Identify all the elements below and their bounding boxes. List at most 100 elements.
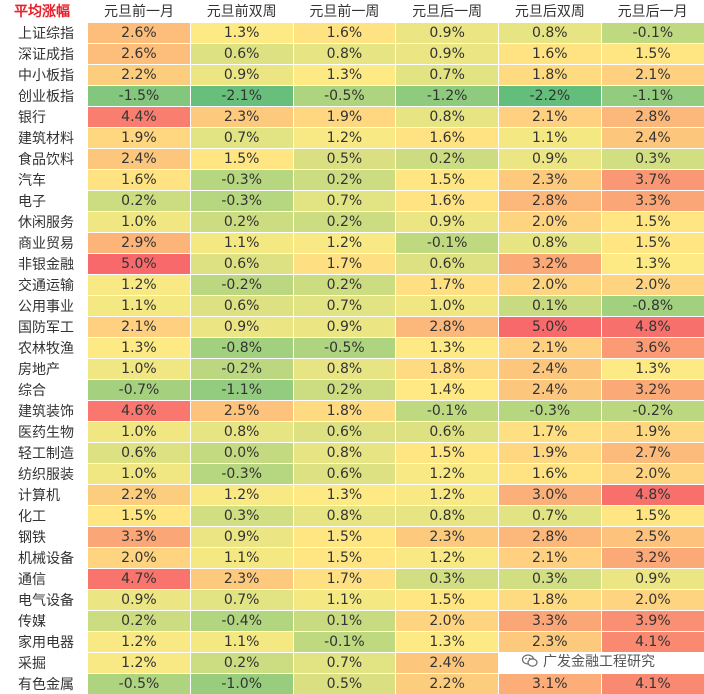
row-label: 通信	[0, 567, 88, 589]
row-label: 中小板指	[0, 63, 88, 85]
table-row: 电气设备 0.9% 0.7% 1.1% 1.5% 1.8% 2.0%	[0, 588, 704, 610]
table-row: 上证综指 2.6% 1.3% 1.6% 0.9% 0.8% -0.1%	[0, 21, 704, 43]
heatmap-cell: 1.1%	[497, 126, 602, 148]
heatmap-cell: -0.3%	[189, 168, 294, 190]
heatmap-cell: 1.6%	[87, 168, 191, 190]
heatmap-cell: 0.3%	[395, 567, 499, 589]
heatmap-cell: -0.1%	[395, 231, 499, 253]
heatmap-cell: 2.6%	[87, 21, 191, 43]
heatmap-cell: 0.9%	[189, 63, 294, 85]
heatmap-cell: 2.4%	[497, 357, 602, 379]
heatmap-cell: 1.3%	[292, 63, 396, 85]
row-label: 交通运输	[0, 273, 88, 295]
table-row: 有色金属 -0.5% -1.0% 0.5% 2.2% 3.1% 4.1%	[0, 672, 704, 694]
heatmap-cell: 3.3%	[600, 189, 704, 211]
row-label: 纺织服装	[0, 462, 88, 484]
heatmap-cell: 2.1%	[600, 63, 704, 85]
heatmap-cell: 0.9%	[497, 147, 602, 169]
heatmap-cell: 3.3%	[497, 609, 602, 631]
heatmap-cell: 0.5%	[292, 672, 396, 694]
heatmap-cell: 2.3%	[497, 630, 602, 652]
heatmap-cell: 2.2%	[395, 672, 499, 694]
heatmap-cell: 0.7%	[292, 651, 396, 673]
heatmap-cell: 0.0%	[189, 441, 294, 463]
heatmap-cell: -0.1%	[395, 399, 499, 421]
heatmap-cell: 1.7%	[497, 420, 602, 442]
heatmap-cell: 1.5%	[189, 147, 294, 169]
heatmap-cell: 0.6%	[292, 420, 396, 442]
heatmap-cell: 1.2%	[189, 483, 294, 505]
heatmap-cell: 1.5%	[600, 210, 704, 232]
heatmap-cell: 0.3%	[189, 504, 294, 526]
heatmap-cell: -0.2%	[189, 273, 294, 295]
watermark: 广发金融工程研究	[522, 652, 655, 670]
table-row: 建筑材料 1.9% 0.7% 1.2% 1.6% 1.1% 2.4%	[0, 126, 704, 148]
heatmap-cell: 0.2%	[87, 189, 191, 211]
heatmap-cell: 0.8%	[292, 504, 396, 526]
row-label: 休闲服务	[0, 210, 88, 232]
row-label: 深证成指	[0, 42, 88, 64]
table-row: 银行 4.4% 2.3% 1.9% 0.8% 2.1% 2.8%	[0, 105, 704, 127]
heatmap-cell: 1.1%	[189, 630, 294, 652]
row-label: 创业板指	[0, 84, 88, 106]
heatmap-cell: 2.8%	[497, 189, 602, 211]
heatmap-cell: -0.3%	[189, 189, 294, 211]
row-label: 汽车	[0, 168, 88, 190]
heatmap-cell: 0.9%	[189, 525, 294, 547]
row-label: 电气设备	[0, 588, 88, 610]
row-label: 上证综指	[0, 21, 88, 43]
heatmap-cell: 2.0%	[497, 210, 602, 232]
heatmap-cell: 1.9%	[600, 420, 704, 442]
heatmap-cell: 0.5%	[292, 147, 396, 169]
heatmap-cell: 1.9%	[292, 105, 396, 127]
heatmap-cell: -0.8%	[600, 294, 704, 316]
heatmap-cell: 3.0%	[497, 483, 602, 505]
heatmap-cell: 1.3%	[189, 21, 294, 43]
heatmap-cell: 1.3%	[395, 336, 499, 358]
row-label: 食品饮料	[0, 147, 88, 169]
heatmap-cell: 0.6%	[189, 42, 294, 64]
table-row: 通信 4.7% 2.3% 1.7% 0.3% 0.3% 0.9%	[0, 567, 704, 589]
heatmap-cell: 3.2%	[497, 252, 602, 274]
table-row: 综合 -0.7% -1.1% 0.2% 1.4% 2.4% 3.2%	[0, 378, 704, 400]
heatmap-cell: -0.5%	[292, 336, 396, 358]
heatmap-cell: -1.5%	[87, 84, 191, 106]
row-label: 银行	[0, 105, 88, 127]
heatmap-cell: 1.5%	[395, 588, 499, 610]
corner-label: 平均涨幅	[0, 0, 88, 22]
heatmap-cell: 0.7%	[292, 294, 396, 316]
heatmap-cell: 1.5%	[600, 42, 704, 64]
heatmap-cell: 0.7%	[189, 588, 294, 610]
heatmap-cell: 1.6%	[497, 462, 602, 484]
heatmap-cell: 0.2%	[292, 378, 396, 400]
heatmap-cell: 1.0%	[87, 357, 191, 379]
table-row: 中小板指 2.2% 0.9% 1.3% 0.7% 1.8% 2.1%	[0, 63, 704, 85]
heatmap-cell: 0.8%	[292, 42, 396, 64]
table-row: 电子 0.2% -0.3% 0.7% 1.6% 2.8% 3.3%	[0, 189, 704, 211]
row-label: 轻工制造	[0, 441, 88, 463]
heatmap-cell: 3.1%	[497, 672, 602, 694]
heatmap-cell: 1.8%	[497, 588, 602, 610]
header-row: 平均涨幅 元旦前一月 元旦前双周 元旦前一周 元旦后一周 元旦后双周 元旦后一月	[0, 0, 704, 22]
table-row: 非银金融 5.0% 0.6% 1.7% 0.6% 3.2% 1.3%	[0, 252, 704, 274]
heatmap-cell: 0.2%	[292, 210, 396, 232]
heatmap-cell: 3.6%	[600, 336, 704, 358]
heatmap-cell: 2.1%	[497, 336, 602, 358]
heatmap-cell: 2.6%	[87, 42, 191, 64]
column-header: 元旦后一周	[395, 0, 499, 22]
heatmap-cell	[600, 651, 704, 673]
heatmap-cell: 1.5%	[395, 441, 499, 463]
heatmap-cell: 1.3%	[600, 252, 704, 274]
heatmap-cell: 1.2%	[395, 483, 499, 505]
heatmap-cell: 1.0%	[87, 420, 191, 442]
heatmap-cell: -0.5%	[87, 672, 191, 694]
heatmap-cell: 0.2%	[189, 651, 294, 673]
heatmap-cell: -0.4%	[189, 609, 294, 631]
row-label: 电子	[0, 189, 88, 211]
heatmap-cell: 0.6%	[395, 420, 499, 442]
heatmap-cell: 1.2%	[395, 462, 499, 484]
table-row: 家用电器 1.2% 1.1% -0.1% 1.3% 2.3% 4.1%	[0, 630, 704, 652]
heatmap-cell: 1.3%	[87, 336, 191, 358]
heatmap-cell: 2.2%	[87, 63, 191, 85]
